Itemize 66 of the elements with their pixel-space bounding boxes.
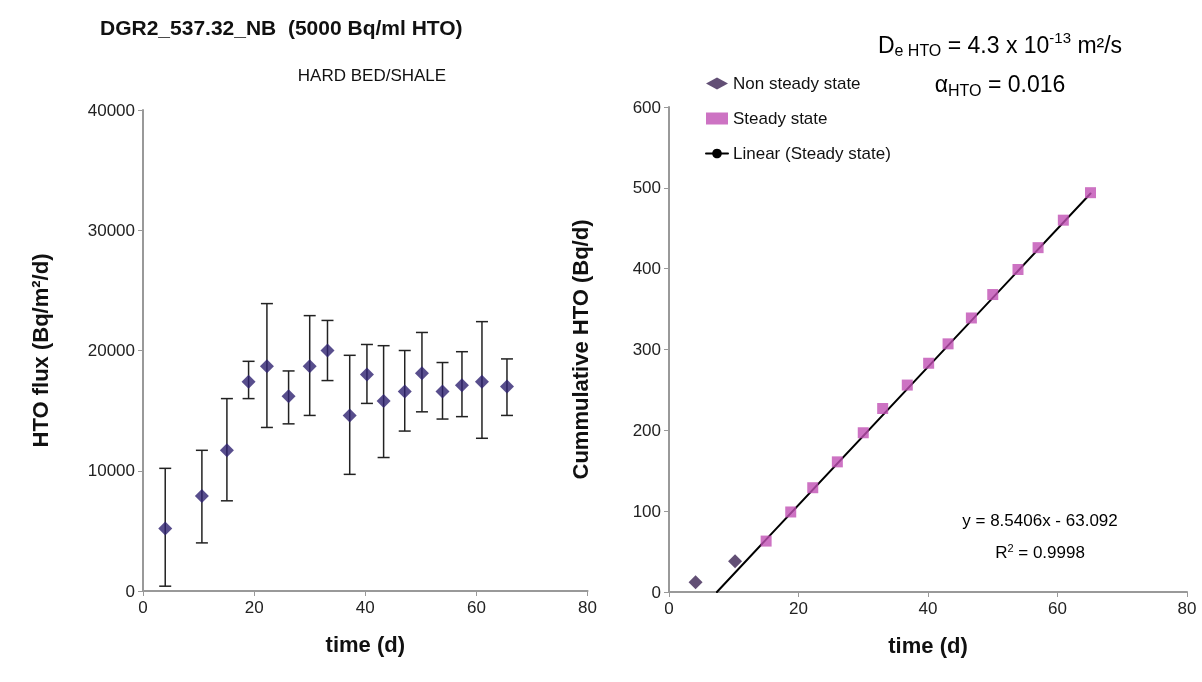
x-tick-label: 60 [466, 598, 486, 617]
point [942, 338, 954, 350]
point [785, 506, 797, 518]
point [397, 384, 412, 399]
point [728, 554, 743, 569]
x-axis-title: time (d) [888, 632, 968, 658]
annotation: y = 8.5406x - 63.092 [962, 511, 1118, 530]
point [474, 374, 489, 389]
point [414, 366, 429, 381]
point [241, 374, 256, 389]
x-tick-label: 0 [664, 599, 674, 618]
y-axis-title: HTO flux (Bq/m²/d) [27, 253, 53, 448]
point [1032, 242, 1044, 254]
legend-label: Non steady state [733, 74, 861, 93]
x-tick-label: 20 [244, 598, 264, 617]
y-tick-label: 400 [632, 259, 661, 279]
point [320, 343, 335, 358]
point [219, 443, 234, 458]
x-tick-label: 0 [138, 598, 148, 617]
x-tick-label: 60 [1048, 599, 1067, 618]
x-tick-label: 40 [355, 598, 375, 617]
point [1057, 214, 1069, 226]
point [342, 408, 357, 423]
point [158, 521, 173, 536]
point [965, 312, 977, 324]
y-tick-label: 500 [632, 178, 661, 198]
point [807, 482, 819, 494]
point [376, 394, 391, 409]
point [359, 367, 374, 382]
x-tick-label: 80 [578, 598, 598, 617]
x-tick-label: 40 [918, 599, 938, 618]
point [194, 489, 209, 503]
point [877, 403, 889, 415]
point [923, 357, 935, 369]
point [1012, 263, 1024, 275]
x-tick-label: 80 [1177, 599, 1197, 618]
legend-label: Steady state [733, 109, 828, 128]
point [831, 456, 843, 468]
point [281, 389, 296, 404]
y-tick-label: 100 [632, 501, 661, 521]
point [499, 379, 514, 394]
legend-label: Linear (Steady state) [733, 144, 891, 163]
point [454, 378, 469, 393]
point [688, 575, 703, 590]
point [857, 427, 869, 439]
y-axis-title: Cummulative HTO (Bq/d) [567, 219, 593, 480]
y-tick-label: 10000 [87, 461, 135, 481]
point [987, 289, 999, 301]
y-tick-label: 20000 [87, 341, 135, 360]
x-tick-label: 20 [789, 599, 808, 618]
y-tick-label: 0 [651, 582, 661, 602]
point [760, 535, 772, 547]
point [259, 359, 274, 374]
y-tick-label: 600 [632, 97, 661, 117]
chart-subtitle: HARD BED/SHALE [297, 66, 447, 85]
y-tick-label: 0 [125, 581, 135, 601]
x-axis-title: time (d) [325, 631, 405, 657]
point [1085, 187, 1097, 199]
y-tick-label: 30000 [87, 220, 135, 240]
point [901, 379, 913, 391]
y-tick-label: 300 [632, 340, 661, 359]
y-tick-label: 200 [632, 420, 661, 440]
point [435, 384, 450, 399]
y-tick-label: 40000 [87, 100, 135, 120]
point [302, 359, 317, 374]
chart-title: DGR2_537.32_NB (5000 Bq/ml HTO) [100, 16, 463, 39]
